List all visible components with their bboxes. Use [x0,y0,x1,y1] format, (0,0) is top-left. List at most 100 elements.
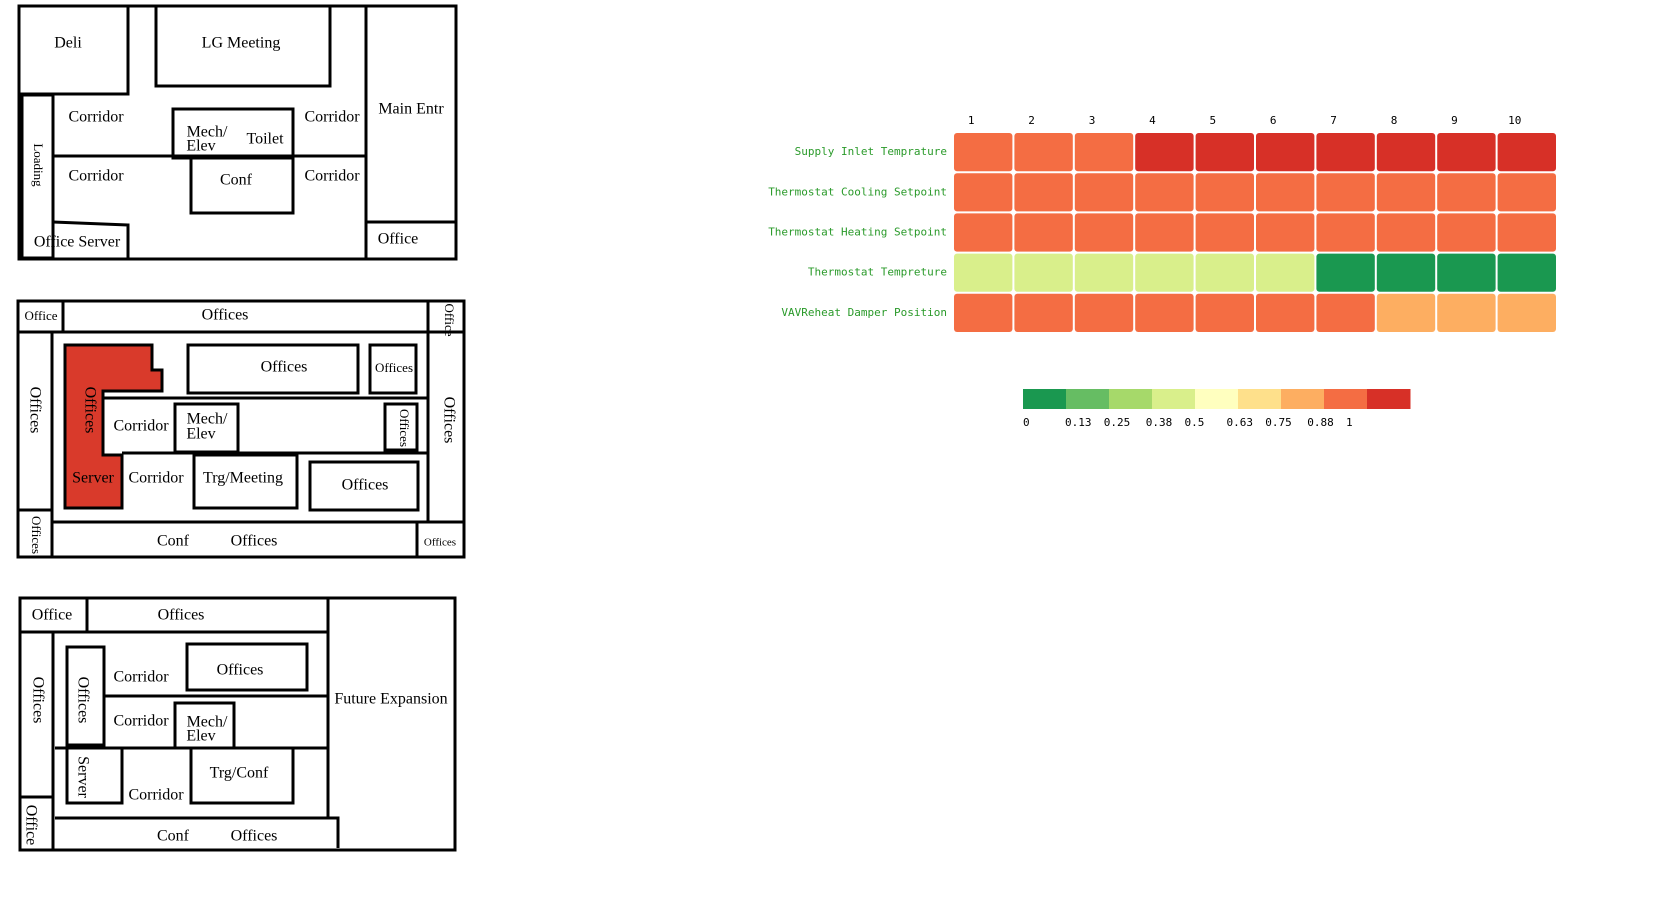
y-tick-label: Supply Inlet Temprature [795,145,947,158]
heatmap-cell [1376,173,1436,212]
room-label: Elev [186,138,215,155]
room-label: Office [378,231,419,248]
room-label: Trg/Meeting [203,470,283,487]
colorbar-segment [1023,389,1067,409]
x-tick-label: 10 [1508,114,1521,127]
room-label: Offices [231,533,278,550]
floor-plan-2: Office Offices Office Offices Offices Of… [16,299,466,559]
heatmap-cell [1256,253,1315,292]
heatmap-cell [1074,133,1134,172]
x-tick-label: 5 [1209,114,1216,127]
heatmap-cell [1135,293,1194,332]
room-label: Offices [158,607,205,624]
room-label: Corridor [304,168,360,185]
heatmap-cell [1437,253,1496,292]
heatmap-cell [1376,133,1436,172]
colorbar-segment [1367,389,1411,409]
room-label: Offices [261,359,308,376]
heatmap-cell [1497,293,1556,332]
colorbar-segment [1324,389,1368,409]
room-label: Offices [81,387,98,434]
heatmap-cell [1376,213,1436,252]
colorbar-segment [1195,389,1239,409]
colorbar-tick-label: 1 [1346,416,1353,429]
heatmap-cell [1497,253,1556,292]
heatmap-cell [954,133,1013,172]
heatmap-cell [1074,173,1134,212]
colorbar-segment [1066,389,1110,409]
room-label: Office Server [34,234,121,251]
room-label: Conf [157,828,190,845]
room-label: Elev [186,728,215,745]
room-label: Offices [231,828,278,845]
heatmap-cell [1195,133,1254,172]
colorbar-segment [1281,389,1325,409]
heatmap-cell [1014,253,1073,292]
heatmap-cell [1316,173,1375,212]
room-label: Elev [186,426,215,443]
heatmap-cell [1437,293,1496,332]
heatmap-cell [1195,253,1254,292]
room-label: Future Expansion [334,691,447,708]
heatmap-cell [1195,293,1254,332]
room-label: Office [442,304,457,337]
x-tick-label: 3 [1089,114,1096,127]
room-label: Server [72,470,114,487]
room-label: Loading [31,143,46,187]
room-label: Server [74,756,91,798]
heatmap-cell [954,213,1013,252]
room-label: Offices [202,307,249,324]
colorbar-tick-label: 0.63 [1226,416,1253,429]
x-tick-label: 1 [968,114,975,127]
heatmap-cell [1497,213,1556,252]
heatmap-cell [1256,213,1315,252]
room-label: Offices [29,516,44,554]
room-label: Corridor [113,713,169,730]
colorbar-tick-label: 0.75 [1265,416,1292,429]
room-label: Corridor [113,418,169,435]
heatmap-cell [1316,213,1375,252]
heatmap-cell [1256,173,1315,212]
room-label: Offices [375,360,413,375]
heatmap-cell [1497,133,1556,172]
colorbar-segment [1109,389,1153,409]
heatmap-cell [1135,213,1194,252]
room-label: Office [22,805,39,846]
colorbar-tick-label: 0.25 [1104,416,1131,429]
heatmap-cell [954,253,1013,292]
room-label: Mech/ [187,124,228,141]
room-label: LG Meeting [202,35,281,52]
room-label: Corridor [304,109,360,126]
colorbar-tick-label: 0.5 [1185,416,1205,429]
heatmap-cell [1135,173,1194,212]
room-label: Offices [29,677,46,724]
room-label: Corridor [113,669,169,686]
colorbar-tick-label: 0.38 [1146,416,1173,429]
room-label: Deli [54,35,82,52]
room-label: Mech/ [187,411,228,428]
room-label: Corridor [128,470,184,487]
heatmap-cell [1316,133,1375,172]
heatmap-cell [1135,253,1194,292]
heatmap-cell [1195,173,1254,212]
heatmap-cell [1014,293,1073,332]
heatmap-cell [954,293,1013,332]
room-label: Toilet [246,131,284,148]
colorbar-tick-label: 0.88 [1307,416,1334,429]
heatmap-cell [954,173,1013,212]
heatmap-cell [1074,293,1134,332]
room-label: Offices [74,677,91,724]
room-label: Offices [26,387,43,434]
heatmap-cell [1376,253,1436,292]
y-tick-label: Thermostat Cooling Setpoint [768,185,947,198]
room-label: Office [32,607,73,624]
heatmap-cell [1135,133,1194,172]
heatmap-cell [1497,173,1556,212]
room-label: Offices [440,397,457,444]
room-label: Conf [220,172,253,189]
x-tick-label: 2 [1028,114,1035,127]
room-label: Trg/Conf [210,765,269,782]
heatmap-cell [1014,213,1073,252]
